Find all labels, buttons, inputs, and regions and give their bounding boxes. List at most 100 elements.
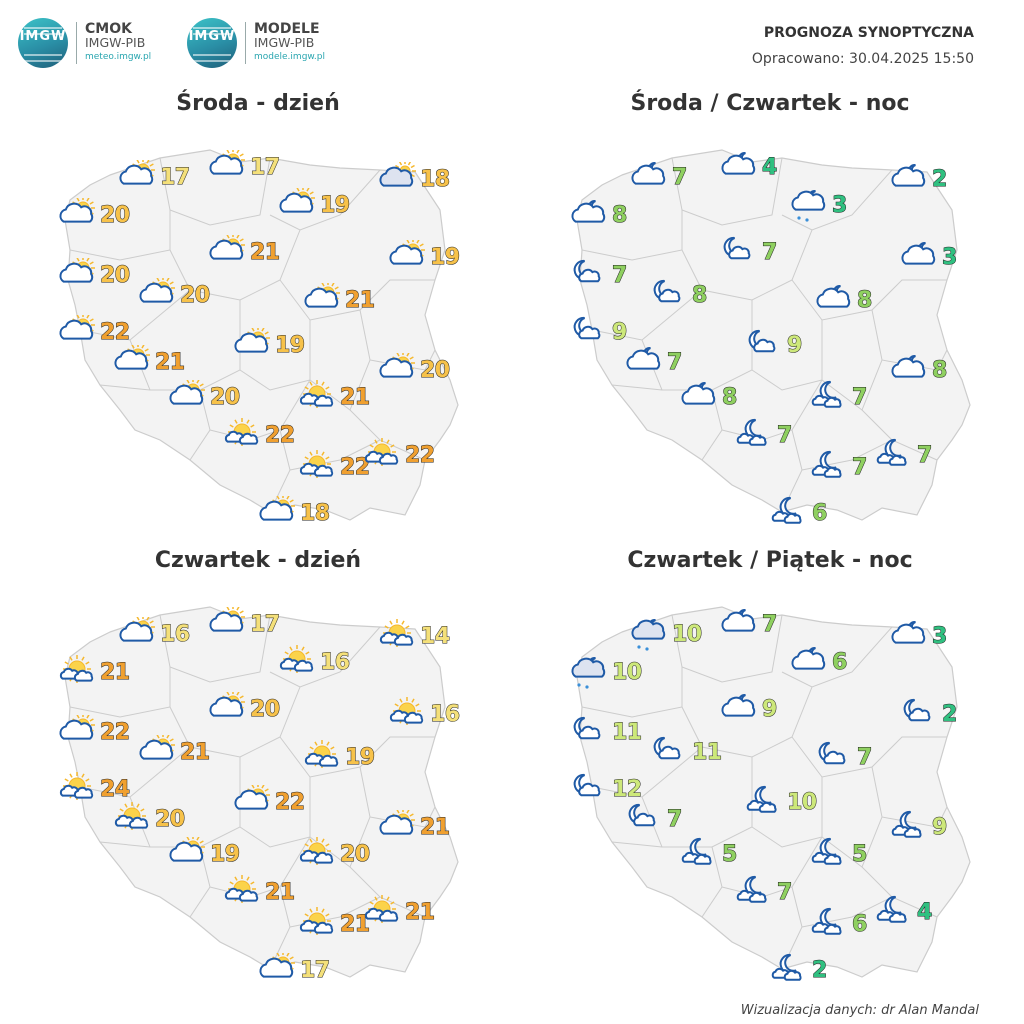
temperature-value: 9 [612,319,628,345]
forecast-station: 19 [275,188,351,222]
temperature-value: 3 [942,244,958,270]
forecast-station: 22 [295,450,371,484]
sun-small-clouds-icon [295,907,337,941]
cloud-sun-icon [55,715,97,749]
temperature-value: 7 [612,262,628,288]
sun-small-clouds-icon [55,772,97,806]
temperature-value: 7 [852,384,868,410]
temperature-value: 18 [300,500,331,526]
cloud-sun-icon [135,735,177,769]
temperature-value: 20 [420,357,451,383]
cloud-moon-dark-rain-icon [627,617,669,651]
forecast-station: 21 [220,875,296,909]
sun-small-clouds-icon [385,697,427,731]
forecast-station: 6 [787,645,848,679]
sun-small-clouds-icon [295,837,337,871]
map-thu-day: 16 17 14 21 16 20 16 22 21 19 24 20 22 19 21 20 21 21 21 17 [40,597,480,987]
moon-small-clouds-icon [807,907,849,941]
forecast-station: 9 [717,692,778,726]
logo-cmok[interactable]: IMGW CMOK IMGW-PIB meteo.imgw.pl [18,18,151,68]
temperature-value: 18 [420,166,451,192]
temperature-value: 9 [787,332,803,358]
moon-small-clouds-icon [872,438,914,472]
temperature-value: 20 [180,282,211,308]
temperature-value: 2 [812,957,828,983]
cloud-sun-icon [255,496,297,530]
cloud-moon-rain-icon [787,188,829,222]
temperature-value: 19 [320,192,351,218]
forecast-station: 21 [205,235,281,269]
cloud-sun-icon [385,240,427,274]
cloud-moon-icon [717,692,759,726]
forecast-station: 22 [220,418,296,452]
cloud-sun-icon [230,785,272,819]
moon-small-clouds-icon [767,953,809,987]
temperature-value: 7 [777,422,793,448]
moon-small-clouds-icon [807,380,849,414]
temperature-value: 20 [340,841,371,867]
moon-cloud-icon [567,315,609,349]
temperature-value: 21 [155,349,186,375]
logo-url[interactable]: meteo.imgw.pl [85,52,152,62]
temperature-value: 2 [932,166,948,192]
cloud-sun-icon [375,353,417,387]
forecast-station: 7 [567,258,628,292]
forecast-station: 19 [385,240,461,274]
temperature-value: 7 [762,239,778,265]
forecast-station: 10 [742,785,818,819]
temperature-value: 11 [692,739,723,765]
temperature-value: 21 [180,739,211,765]
forecast-station: 7 [807,450,868,484]
temperature-value: 21 [265,879,296,905]
temperature-value: 8 [857,287,873,313]
forecast-station: 20 [110,802,186,836]
forecast-station: 21 [110,345,186,379]
forecast-station: 7 [872,438,933,472]
moon-cloud-icon [567,715,609,749]
forecast-station: 17 [115,160,191,194]
cloud-sun-icon [205,235,247,269]
cloud-moon-icon [567,198,609,232]
cloud-sun-icon [55,315,97,349]
forecast-station: 21 [135,735,211,769]
temperature-value: 20 [100,202,131,228]
moon-small-clouds-icon [677,837,719,871]
temperature-value: 21 [405,899,436,925]
forecast-station: 14 [375,619,451,653]
panel-title-thu-night: Czwartek / Piątek - noc [627,548,913,573]
forecast-station: 20 [165,380,241,414]
forecast-station: 9 [742,328,803,362]
logo-divider [245,22,246,64]
temperature-value: 22 [405,442,436,468]
temperature-value: 22 [100,319,131,345]
temperature-value: 20 [210,384,241,410]
logo-url[interactable]: modele.imgw.pl [254,52,326,62]
moon-small-clouds-icon [767,496,809,530]
cloud-sun-icon [115,617,157,651]
forecast-station: 16 [275,645,351,679]
temperature-value: 19 [275,332,306,358]
cloud-sun-icon [115,160,157,194]
forecast-station: 9 [887,810,948,844]
cloud-sun-icon [165,837,207,871]
temperature-value: 10 [787,789,818,815]
logo-modele[interactable]: IMGW MODELE IMGW-PIB modele.imgw.pl [187,18,325,68]
forecast-station: 21 [55,655,131,689]
moon-cloud-icon [742,328,784,362]
temperature-value: 8 [932,357,948,383]
moon-small-clouds-icon [887,810,929,844]
forecast-station: 22 [55,715,131,749]
moon-cloud-icon [567,258,609,292]
forecast-station: 2 [767,953,828,987]
forecast-station: 11 [647,735,723,769]
forecast-date: Opracowano: 30.04.2025 15:50 [751,51,974,67]
forecast-station: 7 [812,740,873,774]
forecast-station: 18 [255,496,331,530]
temperature-value: 7 [762,611,778,637]
cloud-sun-icon [230,328,272,362]
temperature-value: 6 [852,911,868,937]
moon-small-clouds-icon [807,450,849,484]
temperature-value: 12 [612,776,643,802]
imgw-logo-icon: IMGW [187,18,237,68]
moon-cloud-icon [647,735,689,769]
